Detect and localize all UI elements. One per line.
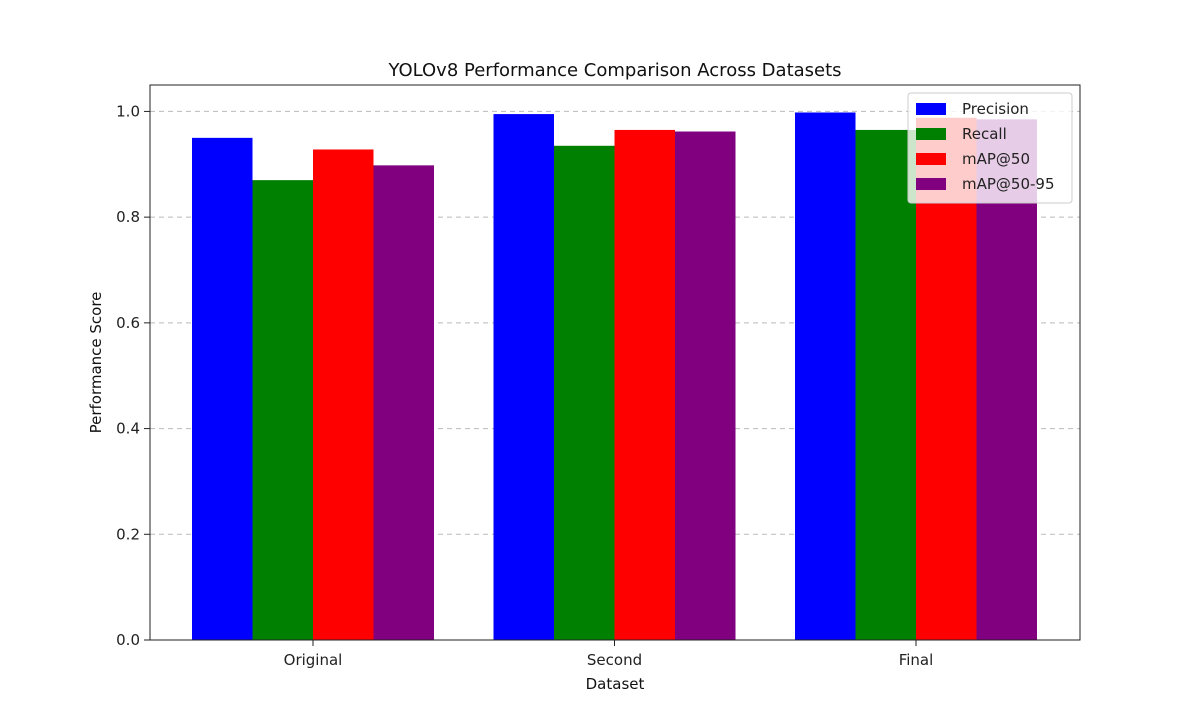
bar-map-50-original xyxy=(313,149,374,640)
x-tick-label: Final xyxy=(899,651,934,669)
y-tick-label: 0.8 xyxy=(116,208,140,226)
bar-map-50-95-second xyxy=(675,131,736,640)
bar-map-50-95-original xyxy=(373,165,434,641)
x-axis-ticks: Original Second Final xyxy=(284,640,934,669)
legend-label: Precision xyxy=(962,100,1029,118)
legend-swatch xyxy=(916,128,946,140)
bar-precision-final xyxy=(795,112,856,640)
bar-map-50-final xyxy=(916,117,977,641)
legend-swatch xyxy=(916,103,946,115)
bar-precision-original xyxy=(192,137,253,640)
bar-recall-original xyxy=(252,180,313,640)
y-axis-label: Performance Score xyxy=(87,292,105,434)
bar-recall-second xyxy=(554,145,615,641)
y-tick-label: 1.0 xyxy=(116,102,140,120)
legend-box xyxy=(907,92,1073,204)
legend: Precision Recall mAP@50 mAP@50-95 xyxy=(907,92,1073,204)
bars-group xyxy=(192,112,1037,641)
legend-swatch xyxy=(916,153,946,165)
x-tick-label: Original xyxy=(284,651,343,669)
x-tick-label: Second xyxy=(587,651,642,669)
legend-label: mAP@50 xyxy=(962,150,1030,168)
bar-map-50-95-final xyxy=(976,119,1037,641)
x-axis-label: Dataset xyxy=(586,675,645,693)
legend-swatch xyxy=(916,178,946,190)
y-tick-label: 0.4 xyxy=(116,420,140,438)
legend-label: mAP@50-95 xyxy=(962,175,1055,193)
bar-recall-final xyxy=(855,129,916,640)
bar-map-50-second xyxy=(614,129,675,640)
y-tick-label: 0.2 xyxy=(116,525,140,543)
y-tick-label: 0.0 xyxy=(116,631,140,649)
y-tick-label: 0.6 xyxy=(116,314,140,332)
bar-precision-second xyxy=(493,114,554,641)
y-axis-ticks: 0.0 0.2 0.4 0.6 0.8 1.0 xyxy=(116,102,150,649)
legend-label: Recall xyxy=(962,125,1007,143)
chart-title: YOLOv8 Performance Comparison Across Dat… xyxy=(387,60,841,81)
